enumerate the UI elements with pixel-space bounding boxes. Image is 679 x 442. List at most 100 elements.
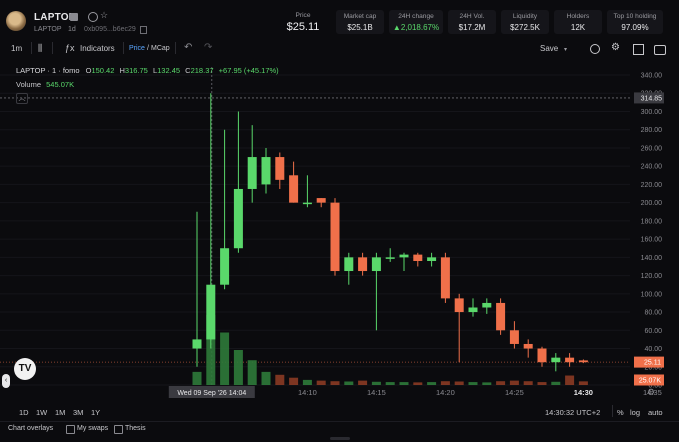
resize-handle[interactable]	[330, 437, 350, 440]
save-dropdown-icon[interactable]: ▾	[564, 47, 568, 53]
toolbar-divider	[175, 42, 176, 54]
candlestick-chart[interactable]: 340.00320.00300.00280.00260.00240.00220.…	[0, 58, 679, 398]
candle-body	[302, 202, 312, 205]
volume-bar	[371, 381, 381, 385]
bottom-divider	[612, 405, 613, 417]
volume-bar	[302, 379, 312, 385]
candle-body	[537, 348, 547, 363]
stat-label: 24H change	[398, 13, 434, 20]
stat-value: $272.5K	[510, 23, 540, 32]
x-tick-label: 14:30	[574, 388, 593, 397]
y-tick-label: 180.00	[641, 218, 663, 225]
volume-bar	[551, 381, 561, 385]
star-icon[interactable]: ☆	[100, 10, 109, 20]
scroll-left-icon[interactable]: ‹	[2, 374, 10, 388]
stat-value: $25.1B	[347, 23, 373, 32]
volume-bar	[275, 374, 285, 385]
volume-bar	[330, 381, 340, 385]
stat-label: Holders	[566, 13, 590, 20]
y-tick-label: 60.00	[644, 328, 662, 335]
volume-value: 545.07K	[46, 80, 75, 89]
last-volume-box	[634, 374, 664, 386]
candle-body	[371, 257, 381, 272]
copy-address-icon[interactable]	[140, 26, 147, 34]
range-3m[interactable]: 3M	[73, 408, 84, 417]
percent-scale-toggle[interactable]: %	[617, 408, 624, 417]
legend-title: LAPTOP · 1 · fomo	[16, 66, 80, 75]
my-swaps-checkbox[interactable]	[66, 425, 75, 434]
volume-bar	[261, 371, 271, 385]
screenshot-icon[interactable]	[654, 45, 666, 55]
legend-change: +67.95 (+45.17%)	[218, 66, 279, 75]
zoom-icon[interactable]	[590, 44, 600, 54]
legend-l-label: L	[152, 66, 158, 75]
candle-body	[344, 257, 354, 272]
stat-value: ▲2,018.67%	[392, 23, 440, 32]
clock: 14:30:32 UTC+2	[545, 408, 601, 417]
candle-body	[440, 257, 450, 299]
x-tick-label: 14:15	[367, 388, 386, 397]
last-volume-label: 25.07K	[639, 378, 662, 385]
last-price-box	[634, 356, 664, 368]
candle-body	[330, 202, 340, 272]
settings-icon[interactable]: ⚙	[611, 42, 620, 53]
legend-o-label: O	[85, 66, 92, 75]
candle-style-icon[interactable]: ⫼	[38, 43, 43, 53]
price-label: Price	[295, 12, 311, 19]
range-1w[interactable]: 1W	[36, 408, 48, 417]
price-toggle[interactable]: Price	[129, 45, 145, 52]
crosshair-price-box	[634, 92, 664, 104]
candle-body	[247, 157, 257, 189]
tradingview-logo-icon[interactable]: TV	[14, 358, 36, 380]
my-swaps-label: My swaps	[77, 425, 109, 432]
volume-bar	[440, 381, 450, 385]
volume-bar	[468, 382, 478, 385]
volume-bar	[206, 315, 216, 385]
candle-body	[565, 357, 575, 363]
volume-bar	[578, 381, 588, 385]
candle-body	[509, 330, 519, 344]
thesis-checkbox[interactable]	[114, 425, 123, 434]
price-axis: 340.00320.00300.00280.00260.00240.00220.…	[634, 73, 664, 390]
copy-icon[interactable]	[70, 13, 78, 21]
redo-icon[interactable]: ↷	[204, 42, 213, 53]
volume-bar	[454, 381, 464, 385]
volume-bar	[385, 382, 395, 385]
stat-label: Market cap	[343, 13, 377, 20]
indicators-icon[interactable]: ƒx	[65, 43, 75, 53]
save-button[interactable]: Save	[540, 44, 559, 53]
collapse-legend-icon[interactable]: ︿	[16, 93, 28, 104]
search-icon[interactable]	[88, 12, 98, 22]
candle-body	[233, 188, 243, 249]
chart-grid	[0, 67, 630, 388]
log-scale-toggle[interactable]: log	[630, 408, 641, 417]
range-1d[interactable]: 1D	[19, 408, 29, 417]
volume-bar	[358, 380, 368, 385]
indicators-button[interactable]: Indicators	[80, 44, 115, 53]
stat-value: 97.09%	[621, 23, 649, 32]
interval-selector[interactable]: 1m	[11, 44, 23, 53]
candle-body	[289, 175, 299, 203]
candle-body	[316, 198, 326, 203]
fullscreen-icon[interactable]	[633, 44, 644, 55]
range-1y[interactable]: 1Y	[91, 408, 101, 417]
y-tick-label: 260.00	[641, 145, 663, 152]
mcap-toggle[interactable]: MCap	[151, 45, 170, 52]
price-block: Price $25.11	[282, 12, 324, 33]
range-1m[interactable]: 1M	[55, 408, 66, 417]
auto-scale-toggle[interactable]: auto	[648, 408, 663, 417]
chart-legend: LAPTOP · 1 · fomo O150.42 H316.75 L132.4…	[16, 66, 279, 75]
toolbar-divider	[52, 42, 53, 54]
y-tick-label: 0.00	[648, 383, 662, 390]
volume-bar	[509, 380, 519, 385]
y-tick-label: 340.00	[641, 73, 663, 80]
undo-icon[interactable]: ↶	[184, 42, 193, 53]
toolbar-divider	[31, 42, 32, 54]
x-tick-label: 14:20	[436, 388, 455, 397]
candle-body	[427, 257, 437, 261]
volume-bar	[537, 382, 547, 385]
contract-address[interactable]: 0xb095...b6ec29	[84, 26, 136, 33]
volume-label: Volume	[16, 80, 42, 89]
volume-bar	[233, 350, 243, 385]
